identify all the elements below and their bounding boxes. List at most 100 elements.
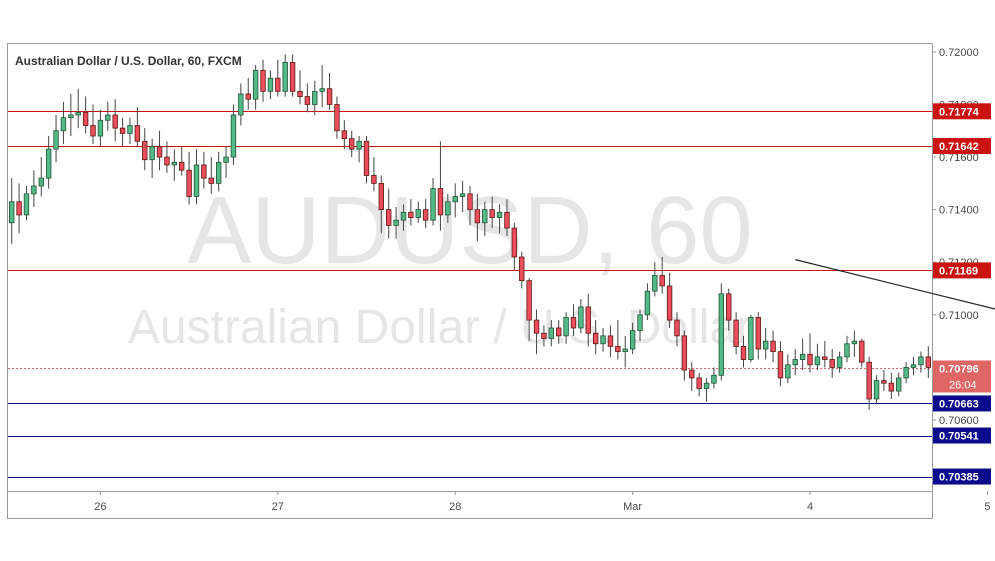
candle-body (533, 319, 540, 334)
candle (422, 199, 429, 229)
candle-body (925, 356, 931, 368)
resistance-price-badge-bg (933, 262, 991, 279)
candle-body (16, 201, 22, 216)
candle-body (644, 290, 651, 316)
trendline (795, 259, 995, 310)
current-price-badge-bg (933, 360, 991, 393)
candle-body (112, 114, 118, 129)
candle-body (607, 335, 614, 347)
candle (349, 130, 355, 158)
candle (356, 136, 362, 163)
candle (134, 107, 141, 147)
candle-body (252, 69, 259, 100)
candle-body (519, 256, 525, 282)
candle (873, 375, 880, 405)
candle (38, 157, 44, 197)
candle-body (201, 164, 207, 179)
x-tick-label: 26 (94, 501, 106, 513)
candle-body (592, 332, 599, 345)
candle (378, 175, 384, 234)
candle (541, 325, 547, 347)
candle (415, 201, 421, 223)
candle (275, 59, 281, 97)
candle (859, 338, 865, 368)
candle-body (127, 125, 133, 134)
candle-body (230, 114, 237, 158)
candle-body (186, 169, 192, 197)
candle-body (238, 93, 244, 116)
candle-body (149, 146, 155, 161)
candle-body (82, 111, 89, 126)
candle (171, 149, 178, 181)
candle (230, 104, 237, 165)
candle-body (563, 317, 569, 337)
candle-body (75, 111, 81, 116)
candle-body (600, 335, 606, 345)
resistance-price-badge-bg (933, 138, 991, 155)
candle-body (733, 319, 739, 347)
candle (179, 146, 185, 176)
candle (341, 120, 348, 150)
candle-body (297, 90, 303, 97)
candle-body (215, 161, 222, 184)
candle (208, 157, 214, 194)
candle (297, 70, 303, 105)
candle-body (422, 209, 429, 221)
candle (223, 146, 229, 179)
candle (304, 83, 311, 113)
candle (23, 185, 30, 221)
candle-body (9, 201, 15, 224)
candle (681, 330, 688, 381)
x-tick-label: 28 (449, 501, 461, 513)
candle (334, 96, 340, 139)
candle (215, 151, 222, 192)
candle-body (400, 211, 407, 221)
candle (252, 65, 259, 110)
candle-body (245, 93, 251, 100)
candle (696, 372, 702, 397)
candle-body (415, 209, 421, 218)
candle-body (859, 340, 865, 363)
candle (644, 283, 651, 321)
support-price-badge-label: 0.70663 (939, 398, 979, 410)
candle (762, 327, 769, 360)
candle-body (896, 377, 902, 392)
candle-body (134, 125, 141, 142)
support-price-badge-label: 0.70385 (939, 472, 979, 484)
candle-body (68, 114, 74, 119)
candle (829, 349, 835, 378)
candle-body (319, 88, 325, 92)
candle (629, 322, 636, 355)
candle (408, 199, 414, 226)
candle-body (770, 340, 776, 353)
candle (400, 204, 407, 231)
candle (844, 335, 850, 363)
candle (82, 96, 89, 134)
candle-body (356, 140, 362, 150)
candle (903, 362, 909, 384)
candle-body (408, 211, 414, 218)
candle-body (496, 211, 503, 218)
candle-body (718, 293, 725, 376)
x-tick-label: 27 (272, 501, 284, 513)
candle (777, 341, 784, 386)
candle-body (526, 280, 532, 321)
candle (726, 288, 732, 331)
candle (482, 201, 488, 236)
candle-body (467, 193, 473, 211)
candle-body (762, 340, 769, 350)
candle (703, 377, 710, 402)
candle-body (748, 317, 754, 360)
candle-body (541, 332, 547, 339)
candle (711, 367, 717, 389)
candle-body (836, 356, 843, 368)
candle (733, 312, 739, 355)
y-tick-label: 0.70600 (939, 415, 979, 427)
candle-body (844, 343, 850, 358)
candle-body (548, 327, 555, 339)
x-tick-label: 5 (984, 501, 990, 513)
candle (785, 354, 791, 384)
price-badges: 0.71774 0.71642 0.71169 0.70663 0.70541 0.703… (933, 103, 991, 485)
candle (896, 372, 902, 397)
